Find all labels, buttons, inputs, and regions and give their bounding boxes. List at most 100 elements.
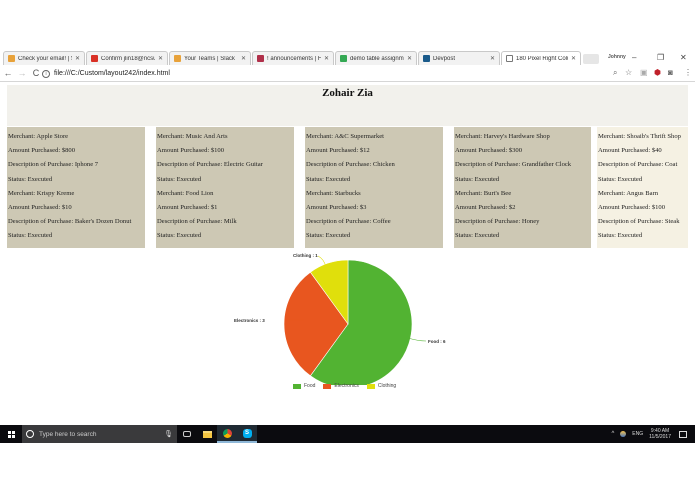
merchant: Merchant: Harvey's Hardware Shop (455, 133, 550, 140)
merchant: Merchant: Angus Barn (598, 189, 659, 197)
slack-icon (174, 55, 181, 62)
skype-taskbar-button[interactable]: S (237, 425, 257, 443)
description: Description of Purchase: Coat (598, 161, 678, 169)
page-content: Zohair Zia Merchant: Apple Store Amount … (0, 83, 695, 425)
legend-item-electronics[interactable]: Electronics (323, 383, 359, 389)
skype-icon: S (242, 428, 252, 438)
status: Status: Executed (598, 175, 643, 183)
legend-swatch (366, 383, 375, 389)
merchant: Merchant: Apple Store (8, 133, 69, 140)
leader-line (317, 255, 327, 268)
zoom-icon[interactable]: ⌕ (613, 68, 618, 77)
pie-label-food: Food : 6 (428, 339, 446, 344)
browser-tab[interactable]: demo table assignme ✕ (335, 51, 417, 65)
close-tab-icon[interactable]: ✕ (240, 56, 246, 62)
pie-slice-food[interactable] (309, 259, 413, 385)
transaction-column: Merchant: A&C Supermarket Amount Purchas… (305, 127, 443, 248)
close-tab-icon[interactable]: ✕ (323, 56, 329, 62)
url-text[interactable]: file:///C:/Custom/layout242/index.html (54, 70, 170, 77)
browser-tab[interactable]: Your Teams | Slack ✕ (169, 51, 251, 65)
menu-icon[interactable]: ⋮ (684, 68, 692, 77)
legend-item-clothing[interactable]: Clothing (366, 383, 396, 389)
amount: Amount Purchased: $40 (598, 147, 662, 155)
network-icon[interactable] (620, 431, 627, 437)
pie-label-electronics: Electronics : 3 (234, 318, 265, 323)
amount: Amount Purchased: $10 (8, 203, 72, 211)
back-button[interactable]: ← (3, 68, 13, 78)
status: Status: Executed (455, 232, 500, 240)
task-view-icon (183, 431, 191, 437)
close-tab-icon[interactable]: ✕ (489, 56, 495, 62)
status: Status: Executed (157, 175, 202, 183)
status: Status: Executed (8, 232, 53, 240)
legend-item-food[interactable]: Food (293, 383, 315, 389)
windows-taskbar: Type here to search 🎙 S ^ ENG 9:40 AM 11… (0, 425, 695, 443)
browser-toolbar: ← → C i file:///C:/Custom/layout242/inde… (0, 65, 695, 82)
merchant: Merchant: Music And Arts (157, 133, 228, 140)
browser-tab-active[interactable]: 180 Pixel Right Colum✕ (501, 51, 581, 65)
page-header: Zohair Zia (7, 85, 688, 126)
new-tab-button[interactable] (583, 54, 599, 64)
task-view-button[interactable] (177, 425, 197, 443)
show-hidden-icons-button[interactable]: ^ (611, 431, 615, 437)
browser-tab[interactable]: ! announcements | Ho ✕ (252, 51, 334, 65)
merchant: Merchant: Krispy Kreme (8, 189, 75, 197)
extension-icon[interactable]: ▣ (640, 68, 648, 77)
file-explorer-button[interactable] (197, 425, 217, 443)
close-tab-icon[interactable]: ✕ (157, 56, 163, 62)
amount: Amount Purchased: $2 (455, 203, 516, 211)
minimize-button[interactable]: – (632, 53, 637, 62)
pie-slice-electronics[interactable] (283, 271, 349, 377)
ublock-icon[interactable]: ⬢ (654, 68, 661, 77)
action-center-icon[interactable] (679, 430, 687, 438)
forward-button[interactable]: → (17, 68, 27, 78)
close-window-button[interactable]: ✕ (680, 53, 687, 62)
close-tab-icon[interactable]: ✕ (406, 56, 412, 62)
clock-time: 9:40 AM (650, 428, 670, 434)
transaction-column: Merchant: Apple Store Amount Purchased: … (7, 127, 145, 248)
app-icon (257, 55, 264, 62)
info-icon[interactable]: i (42, 69, 50, 78)
status: Status: Executed (157, 232, 202, 240)
pie-chart: Clothing : 1 Electronics : 3 Food : 6 Fo… (230, 245, 460, 400)
browser-tab[interactable]: Confirm jlin18@ncsu.e✕ (86, 51, 168, 65)
pie-slice-clothing[interactable] (309, 259, 349, 325)
page-title: Zohair Zia (322, 87, 373, 99)
bookmark-star-icon[interactable]: ☆ (625, 68, 633, 77)
language-indicator[interactable]: ENG (632, 431, 644, 437)
browser-tab[interactable]: Check your email! | Sla✕ (3, 51, 85, 65)
description: Description of Purchase: Grandfather Clo… (455, 161, 572, 169)
chrome-taskbar-button[interactable] (217, 425, 237, 443)
chrome-icon (222, 428, 232, 438)
sheets-icon (340, 55, 347, 62)
clock-date: 11/5/2017 (649, 434, 671, 440)
legend-swatch (293, 383, 301, 389)
amount: Amount Purchased: $3 (306, 203, 367, 211)
amount: Amount Purchased: $100 (598, 203, 666, 211)
transaction-column: Merchant: Harvey's Hardware Shop Amount … (454, 127, 591, 248)
cortana-icon (26, 430, 34, 438)
description: Description of Purchase: Steak (598, 218, 680, 226)
start-button[interactable] (0, 425, 22, 443)
status: Status: Executed (455, 175, 500, 183)
browser-tab[interactable]: Devpost ✕ (418, 51, 500, 65)
status: Status: Executed (598, 232, 643, 240)
taskbar-search-box[interactable]: Type here to search 🎙 (22, 425, 177, 443)
clock[interactable]: 9:40 AM 11/5/2017 (649, 428, 671, 440)
description: Description of Purchase: Iphone 7 (8, 161, 99, 169)
maximize-button[interactable]: ❐ (657, 53, 665, 62)
close-tab-icon[interactable]: ✕ (74, 56, 80, 62)
windows-logo-icon (7, 430, 15, 438)
search-placeholder: Type here to search (39, 430, 97, 438)
microphone-icon[interactable]: 🎙 (164, 431, 173, 438)
camera-icon[interactable]: ◙ (668, 68, 673, 77)
reload-button[interactable]: C (32, 68, 40, 78)
slack-icon (8, 55, 15, 62)
pie-label-clothing: Clothing : 1 (293, 253, 318, 258)
description: Description of Purchase: Baker's Dozen D… (8, 218, 132, 226)
merchant: Merchant: Burt's Bee (455, 189, 512, 197)
close-tab-icon[interactable]: ✕ (570, 56, 576, 62)
profile-button[interactable]: Johnny (608, 54, 626, 60)
address-bar[interactable]: i file:///C:/Custom/layout242/index.html (42, 67, 604, 80)
status: Status: Executed (306, 175, 351, 183)
